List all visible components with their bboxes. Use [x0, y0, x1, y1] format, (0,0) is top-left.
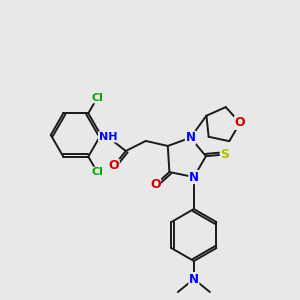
Text: Cl: Cl — [92, 93, 103, 103]
Text: O: O — [150, 178, 160, 191]
Text: S: S — [220, 148, 229, 161]
Text: O: O — [235, 116, 245, 129]
Text: N: N — [189, 272, 199, 286]
Text: N: N — [189, 170, 199, 184]
Text: Cl: Cl — [92, 167, 103, 177]
Text: O: O — [109, 160, 119, 172]
Text: NH: NH — [98, 132, 117, 142]
Text: N: N — [185, 131, 195, 144]
